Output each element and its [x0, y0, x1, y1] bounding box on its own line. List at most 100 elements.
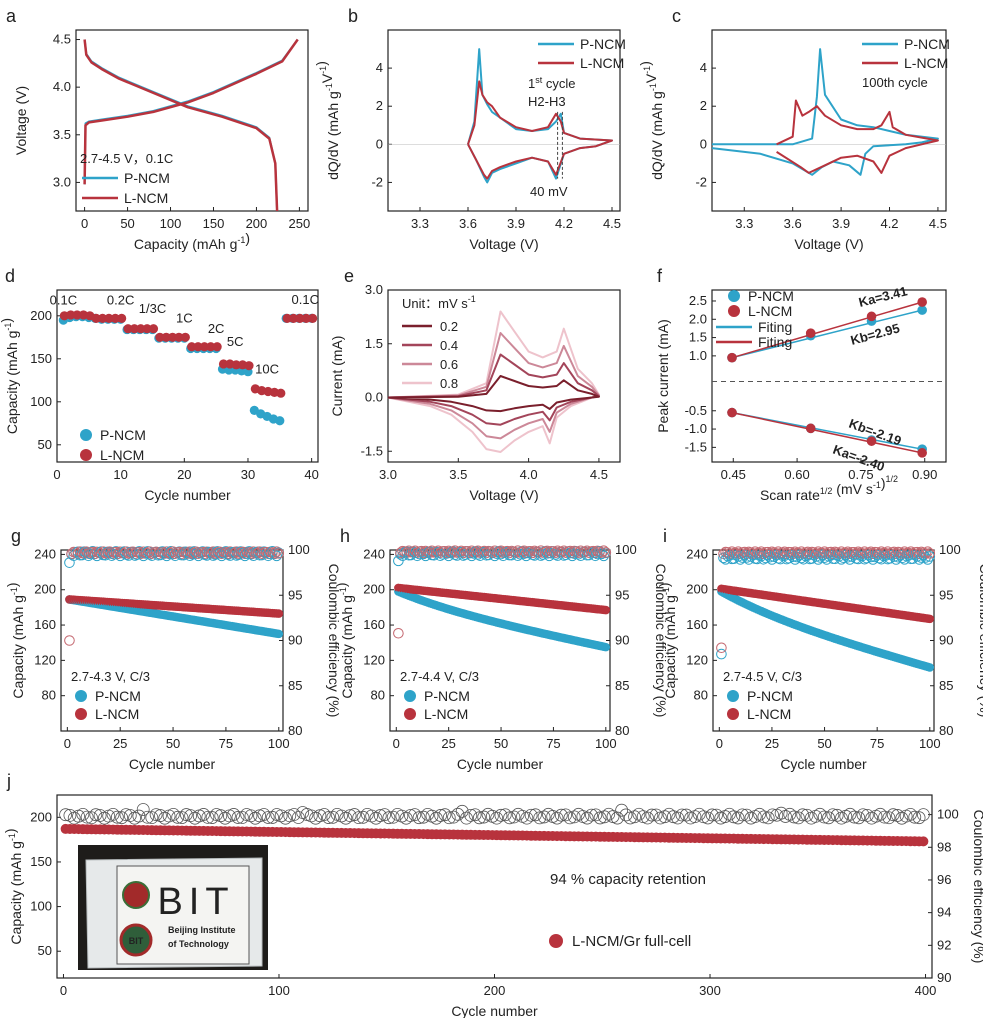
ce-point-l [449, 545, 461, 557]
data-point-l [288, 313, 299, 323]
data-point-l [212, 342, 222, 352]
y-tick-label: -2 [695, 174, 707, 189]
ce-point [524, 808, 538, 822]
ce-point [261, 811, 275, 824]
legend-p-label: P-NCM [100, 427, 146, 443]
legend-l-label: L-NCM [424, 706, 468, 722]
ce-point [63, 809, 77, 822]
label-part: -1 [468, 294, 476, 304]
series-line-l-charge [83, 38, 299, 185]
ce-point [339, 811, 353, 825]
y-axis-label: Voltage (V) [13, 86, 29, 155]
ce-point-p [720, 554, 731, 565]
panel-label: c [672, 6, 681, 26]
ce-point [593, 811, 607, 825]
y-tick-label: 3.5 [53, 127, 71, 142]
x-axis-label: Cycle number [457, 756, 544, 772]
ce-point-l [74, 546, 86, 557]
ce-point [697, 810, 710, 824]
emblem-text: BIT [129, 936, 144, 946]
y-tick-label: 3.0 [365, 282, 383, 297]
y-axis-label: Capacity (mAh g-1) [656, 582, 678, 698]
rate-label: 0.2C [107, 293, 134, 308]
label-part: Peak current (mA) [655, 319, 671, 433]
ce-point [283, 809, 297, 823]
ce-point-l [393, 627, 404, 639]
panel-label: e [344, 266, 354, 286]
ce-point [619, 808, 633, 822]
ce-point-l [888, 546, 900, 558]
panel-c: 3.3 3.6 3.9 4.2 4.5 -2 0 2 4 Voltage (V) dQ/dV (mA… [637, 6, 950, 252]
data-point-l-ox [805, 423, 816, 434]
ce-point [473, 811, 486, 825]
legend-l-marker [728, 305, 740, 317]
y-axis-label: Capacity (mAh g-1) [333, 582, 355, 698]
ce-point [408, 808, 422, 822]
ce-point [766, 808, 779, 822]
data-point-l-red [866, 311, 877, 322]
ce-point [692, 807, 706, 821]
y-tick-label: 120 [34, 652, 56, 667]
ce-point [783, 807, 797, 821]
label-part: ) [637, 61, 653, 66]
ce-point [830, 808, 844, 822]
y-tick-label: 200 [34, 582, 56, 597]
x-tick-label: 4.0 [520, 467, 538, 482]
y-tick-label: 2.0 [689, 311, 707, 326]
x-tick-label: 200 [246, 216, 268, 231]
x-tick-label: 50 [166, 736, 180, 751]
panel-label: g [11, 526, 21, 546]
ce-point-p [716, 648, 727, 660]
ce-point [313, 809, 327, 823]
ce-point [136, 803, 150, 816]
panel-label: j [6, 771, 11, 791]
x-tick-label: 0 [64, 736, 71, 751]
rate-label: 1/3C [139, 301, 166, 316]
ce-point [399, 811, 413, 825]
legend-marker [549, 934, 563, 948]
ce-point [201, 810, 215, 824]
ce-point-l [395, 547, 406, 559]
data-point-l [117, 313, 127, 323]
data-point-l [91, 313, 101, 323]
rate-label: 10C [255, 361, 279, 376]
ce-point [645, 808, 659, 822]
ce-point [442, 811, 456, 825]
ce-point [757, 810, 771, 824]
ce-point-p [569, 548, 580, 559]
panel-label: a [6, 6, 17, 26]
ce-point [701, 811, 715, 825]
ce-point [610, 811, 624, 825]
ce-point [589, 808, 603, 822]
ce-point [705, 808, 719, 822]
ce-point-p [920, 552, 931, 563]
legend-p-label: P-NCM [124, 170, 170, 186]
y2-tick-label: 80 [939, 723, 953, 738]
legend-l-marker [727, 708, 739, 720]
legend-p-label: P-NCM [748, 288, 794, 304]
ce-point [416, 810, 430, 824]
x-axis-label: Voltage (V) [794, 236, 863, 252]
y-tick-label: 200 [686, 582, 708, 597]
plot-frame [56, 289, 319, 463]
x-tick-label: 3.9 [832, 216, 850, 231]
ce-point [378, 808, 391, 822]
y-tick-label: 2 [376, 98, 383, 113]
x-tick-label: 3.6 [784, 216, 802, 231]
ce-point [710, 808, 723, 822]
data-point-l [199, 342, 210, 352]
ce-point-l [66, 548, 77, 560]
fit-line-l-red [731, 301, 923, 359]
ce-point [520, 811, 534, 825]
ce-point [554, 808, 568, 822]
y-tick-label: -1.5 [685, 439, 707, 454]
legend-p-label: P-NCM [95, 688, 141, 704]
fit-line-p-red [731, 309, 923, 359]
ce-point [322, 811, 335, 824]
y-tick-label: 0.0 [365, 390, 383, 405]
rate-label: 0.1C [50, 293, 77, 308]
label-part: ) [333, 582, 349, 587]
ce-point-p [916, 552, 927, 563]
label-part: ) [656, 582, 672, 587]
rate-label: 1C [176, 311, 193, 326]
